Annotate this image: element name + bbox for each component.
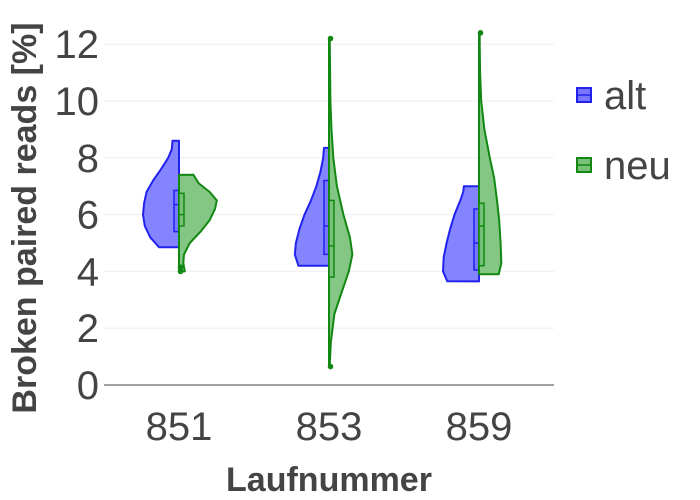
violin-shape — [328, 37, 354, 368]
outlier-point — [177, 268, 184, 275]
y-tick-label: 6 — [77, 194, 99, 238]
legend-label: neu — [604, 144, 671, 188]
violin-shape — [293, 146, 330, 267]
violin-neu-859 — [477, 30, 503, 276]
x-axis-title: Laufnummer — [226, 461, 432, 499]
y-tick-label: 8 — [77, 137, 99, 181]
outlier-point — [327, 35, 334, 42]
violin-alt-851 — [142, 139, 180, 249]
legend: alt neu — [576, 74, 671, 188]
y-axis-title: Broken paired reads [%] — [6, 22, 44, 413]
plot-area — [142, 30, 503, 370]
violin-shape — [142, 139, 180, 249]
legend-item-alt[interactable]: alt — [576, 74, 646, 118]
violin-box — [478, 202, 485, 267]
x-axis-ticks: 851 853 859 — [146, 405, 513, 449]
y-tick-label: 12 — [55, 23, 100, 67]
legend-label: alt — [604, 74, 646, 118]
outlier-point — [327, 363, 334, 370]
y-tick-label: 0 — [77, 364, 99, 408]
outlier-point — [477, 30, 484, 36]
violin-box — [328, 199, 335, 278]
violin-neu-853 — [327, 35, 354, 370]
violin-shape — [442, 185, 480, 283]
violin-box — [178, 192, 185, 227]
x-tick-label: 853 — [296, 405, 363, 449]
y-axis-ticks: 0 2 4 6 8 10 12 — [55, 23, 100, 408]
violin-alt-859 — [442, 185, 480, 283]
legend-item-neu[interactable]: neu — [576, 144, 671, 188]
violin-alt-853 — [293, 146, 330, 267]
violin-neu-851 — [177, 173, 218, 275]
violin-shape — [178, 173, 218, 273]
y-tick-label: 2 — [77, 307, 99, 351]
x-tick-label: 851 — [146, 405, 213, 449]
y-tick-label: 10 — [55, 80, 100, 124]
y-tick-label: 4 — [77, 250, 99, 294]
x-tick-label: 859 — [446, 405, 513, 449]
outlier-point — [177, 264, 184, 270]
